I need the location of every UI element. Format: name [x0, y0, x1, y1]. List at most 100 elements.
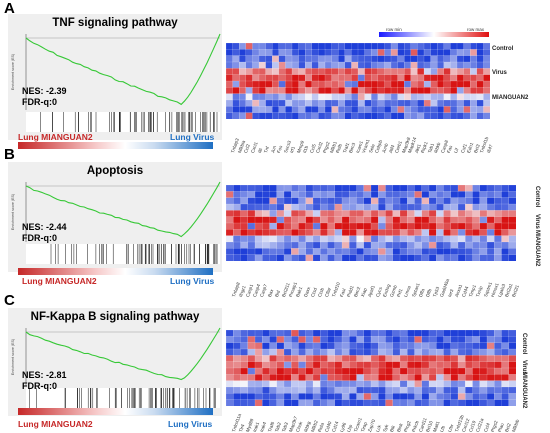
heatmap-cell — [385, 185, 394, 192]
heatmap-cell — [377, 55, 385, 63]
heatmap-cell — [245, 55, 253, 63]
heatmap-cell — [414, 254, 423, 261]
heatmap-cell — [357, 93, 365, 101]
heatmap-cell — [312, 210, 321, 217]
heatmap-cell — [450, 355, 459, 362]
heatmap-cell — [494, 203, 502, 211]
heatmap-cell — [320, 203, 328, 211]
heatmap-cell — [291, 229, 299, 236]
heatmap-cell — [324, 55, 332, 63]
heatmap-cell — [283, 197, 292, 205]
heatmap-cell — [327, 254, 336, 261]
heatmap-cell — [385, 336, 394, 343]
heatmap-cell — [311, 49, 319, 56]
heatmap-cell — [378, 191, 386, 198]
heatmap-cell — [428, 342, 437, 350]
heatmap-cell — [417, 74, 425, 82]
heatmap-cell — [508, 222, 516, 230]
heatmap-cell — [457, 386, 466, 394]
heatmap-cell — [436, 342, 444, 350]
heatmap-cell — [392, 235, 401, 243]
heatmap-cell — [272, 99, 280, 107]
heatmap-cell — [390, 112, 398, 119]
heatmap-cell — [240, 229, 249, 236]
heatmap-cell — [370, 191, 379, 198]
heatmap-cell — [356, 248, 365, 255]
heatmap-cell — [479, 229, 488, 236]
heatmap-cell — [428, 185, 437, 192]
heatmap-cell — [508, 185, 516, 192]
heatmap-cell — [258, 80, 266, 88]
heatmap-cell — [312, 254, 321, 261]
heatmap-cell — [410, 74, 418, 82]
heatmap-cell — [404, 87, 412, 94]
heatmap-cell — [262, 203, 270, 211]
heatmap-cell — [384, 61, 392, 69]
heatmap-cell — [501, 355, 510, 362]
heatmap-cell — [479, 386, 488, 394]
heatmap-cell — [341, 203, 350, 211]
heatmap-cell — [247, 342, 256, 350]
heatmap-cell — [483, 106, 490, 113]
heatmap-cell — [291, 241, 299, 249]
heatmap-cell — [407, 216, 415, 224]
heatmap-cell — [457, 235, 466, 243]
heatmap-cell — [341, 241, 350, 249]
heatmap-cell — [443, 222, 452, 230]
heatmap-cell — [252, 55, 260, 63]
heatmap-cell — [370, 229, 379, 236]
heatmap-cell — [397, 74, 405, 82]
heatmap-cell — [483, 55, 490, 63]
heatmap-cell — [356, 185, 365, 192]
heatmap-cell — [371, 106, 379, 113]
heatmap-cell — [508, 386, 516, 394]
heatmap-cell — [254, 235, 263, 243]
heatmap-cell — [476, 80, 484, 88]
heatmap-cell — [305, 197, 314, 205]
heatmap-cell — [456, 61, 464, 69]
heatmap-cell — [356, 367, 365, 375]
heatmap-cell — [370, 367, 379, 375]
heatmap-cell — [269, 348, 278, 356]
heatmap-cell — [437, 93, 445, 101]
heatmap-cell — [338, 68, 346, 75]
heatmap-cell — [233, 342, 241, 350]
heatmap-cell — [417, 43, 425, 50]
heatmap-cell — [240, 235, 249, 243]
heatmap-cell — [399, 191, 408, 198]
heatmap-cell — [465, 241, 473, 249]
heatmap-cell — [305, 229, 314, 236]
heatmap-cell — [385, 361, 394, 369]
heatmap-cell — [240, 367, 249, 375]
heatmap-cell — [344, 106, 352, 113]
heatmap-cell — [327, 386, 336, 394]
heatmap-cell — [324, 80, 332, 88]
heatmap-cell — [298, 99, 306, 107]
heatmap-cell — [239, 43, 247, 50]
heatmap-cell — [364, 55, 372, 63]
heatmap-cell — [269, 399, 278, 406]
heatmap-cell — [414, 393, 423, 400]
heatmap-cell — [430, 106, 438, 113]
heatmap-cell — [285, 74, 293, 82]
heatmap-cell — [407, 342, 415, 350]
heatmap-cell — [397, 80, 405, 88]
heatmap-cell — [443, 43, 451, 50]
heatmap-cell — [407, 374, 415, 381]
heatmap-cell — [457, 336, 466, 343]
heatmap-cell — [363, 386, 372, 394]
heatmap-cell — [327, 197, 336, 205]
heatmap-cell — [450, 43, 458, 50]
heatmap-cell — [226, 68, 233, 75]
heatmap-cell — [370, 235, 379, 243]
heatmap-cell — [410, 99, 418, 107]
heatmap-cell — [283, 330, 292, 337]
heatmap-cell — [421, 216, 430, 224]
heatmap-cell — [370, 216, 379, 224]
heatmap-cell — [363, 254, 372, 261]
heatmap-cell — [349, 330, 357, 337]
heatmap-cell — [479, 210, 488, 217]
heatmap-cell — [508, 355, 516, 362]
heatmap-cell — [356, 330, 365, 337]
heatmap-cell — [331, 80, 339, 88]
